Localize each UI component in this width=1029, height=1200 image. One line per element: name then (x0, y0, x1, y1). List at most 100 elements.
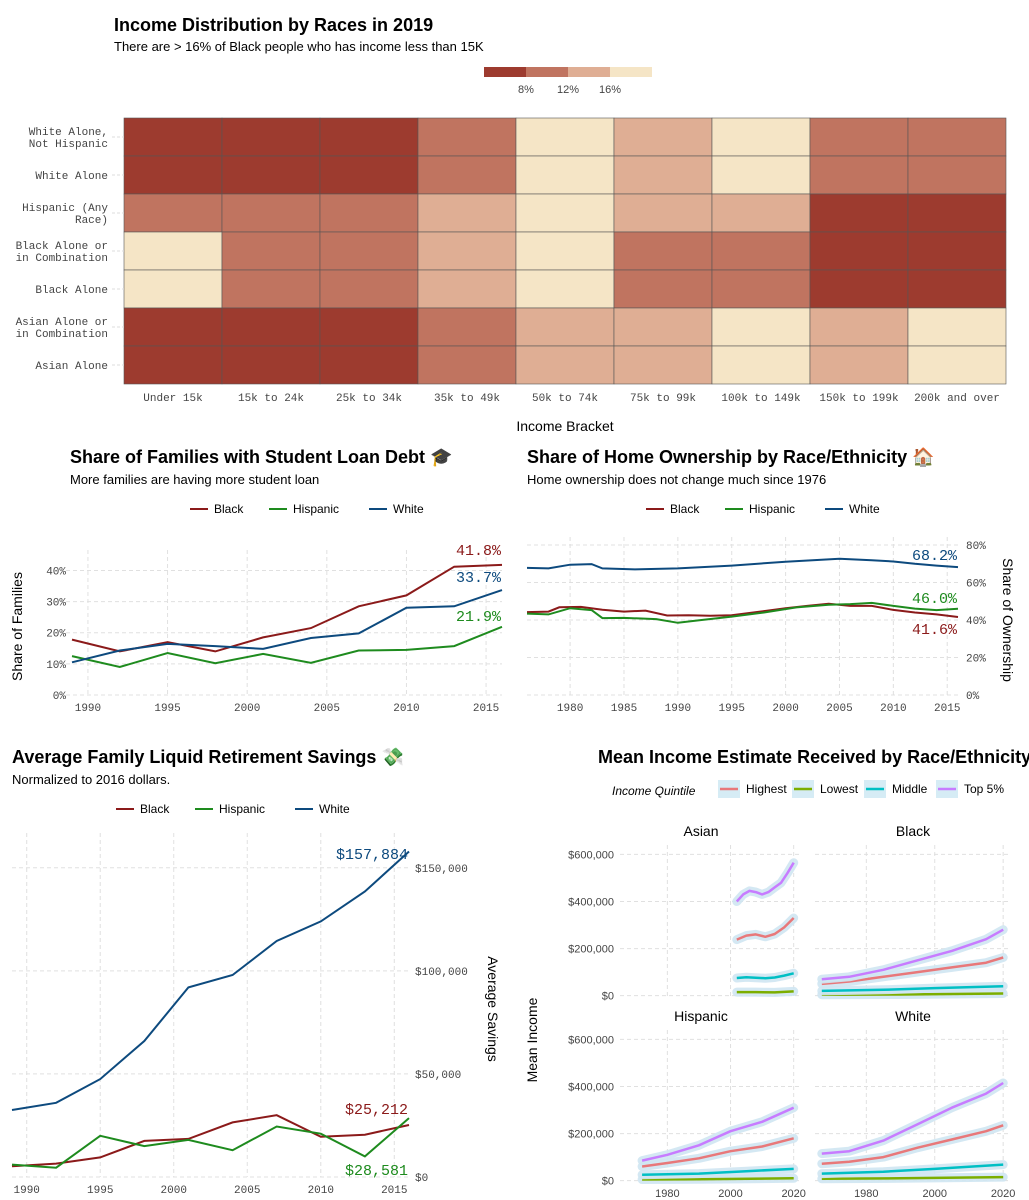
home-ownership-chart-legend: Black Hispanic White (646, 502, 880, 516)
heatmap-cell (123, 269, 223, 309)
heatmap-cell (319, 117, 419, 157)
heatmap-cell (613, 193, 713, 233)
heatmap-cell (907, 231, 1007, 271)
heatmap-cell (515, 193, 615, 233)
heatmap-cell (221, 345, 321, 385)
heatmap-cell (221, 117, 321, 157)
y-tick-label: 40% (46, 566, 66, 578)
heatmap-cell (221, 307, 321, 347)
heatmap-cell (417, 193, 517, 233)
x-tick-label: 2000 (161, 1185, 187, 1197)
x-tick-label: 1985 (611, 703, 637, 715)
retirement-savings-chart-title: Average Family Liquid Retirement Savings… (12, 747, 404, 767)
x-tick-label: 2000 (772, 703, 798, 715)
student-loan-chart: Share of Families with Student Loan Debt… (9, 447, 503, 715)
heatmap-legend-swatch (484, 67, 526, 77)
heatmap-cell (907, 193, 1007, 233)
heatmap-row-label: Race) (75, 215, 108, 227)
heatmap-cell (613, 231, 713, 271)
heatmap-cell (123, 345, 223, 385)
x-tick-label: 1995 (154, 703, 180, 715)
x-tick-label: 2005 (314, 703, 340, 715)
mean-income-legend-title: Income Quintile (612, 784, 696, 798)
facet-white: White 1980 2000 2020 (815, 1008, 1015, 1200)
legend-label-hispanic: Hispanic (293, 502, 339, 516)
heatmap-row-label: Asian Alone (35, 361, 108, 373)
y-tick-label: 80% (966, 541, 986, 553)
end-label-black: 41.8% (456, 543, 502, 560)
legend-label-lowest: Lowest (820, 782, 859, 796)
heatmap-cell (221, 231, 321, 271)
series-line-black (526, 602, 959, 618)
heatmap-cell (711, 269, 811, 309)
heatmap-cell (515, 307, 615, 347)
end-label-white: 33.7% (456, 570, 502, 587)
mean-income-y-axis-title: Mean Income (524, 997, 540, 1082)
student-loan-chart-y-axis-title: Share of Families (9, 572, 25, 681)
heatmap-cell (613, 269, 713, 309)
series-line-highest (641, 1137, 795, 1168)
heatmap-row-label: Hispanic (Any (22, 203, 108, 215)
end-label-black: 41.6% (912, 622, 958, 639)
series-line-white (526, 557, 959, 571)
heatmap-cell (809, 155, 909, 195)
heatmap-row-label: in Combination (16, 329, 108, 341)
x-tick-label: 2015 (381, 1185, 407, 1197)
x-tick-label: 1990 (665, 703, 691, 715)
heatmap-cell (417, 155, 517, 195)
heatmap-cell (515, 117, 615, 157)
end-label-white: 68.2% (912, 548, 958, 565)
heatmap-column-label: 35k to 49k (434, 393, 500, 405)
heatmap-row-label: in Combination (16, 253, 108, 265)
series-line-top-5 (821, 928, 1004, 981)
heatmap-cell (221, 155, 321, 195)
series-line-white (11, 850, 410, 1111)
series-line-white (71, 589, 503, 664)
heatmap-chart: Income Distribution by Races in 2019 Ther… (16, 15, 1007, 434)
heatmap-cell (123, 193, 223, 233)
end-label-white: $157,884 (336, 847, 408, 864)
y-tick-label: 0% (966, 691, 980, 703)
heatmap-cell (613, 307, 713, 347)
series-line-lowest (821, 1175, 1004, 1181)
series-line-lowest (642, 1177, 794, 1181)
series-line-top-5 (735, 862, 795, 903)
home-ownership-chart-y-axis-title: Share of Ownership (1000, 558, 1016, 682)
series-line-middle (736, 972, 794, 980)
heatmap-cell (221, 269, 321, 309)
heatmap-title: Income Distribution by Races in 2019 (114, 15, 433, 35)
heatmap-cell (123, 231, 223, 271)
y-tick-label: $200,000 (568, 944, 614, 956)
heatmap-cell (319, 307, 419, 347)
heatmap-cell (319, 193, 419, 233)
legend-label-middle: Middle (892, 782, 928, 796)
heatmap-legend-label: 12% (557, 84, 579, 96)
heatmap-column-label: 100k to 149k (721, 393, 801, 405)
y-tick-label: 60% (966, 579, 986, 591)
facet-black: Black (815, 823, 1010, 1000)
y-tick-label: 20% (966, 654, 986, 666)
heatmap-cell (515, 345, 615, 385)
heatmap-row-label: White Alone (35, 171, 108, 183)
heatmap-cell (613, 345, 713, 385)
heatmap-subtitle: There are > 16% of Black people who has … (114, 39, 484, 54)
series-line-hispanic (71, 625, 503, 669)
heatmap-column-label: 200k and over (914, 393, 1000, 405)
legend-label-white: White (393, 502, 424, 516)
heatmap-column-label: 75k to 99k (630, 393, 696, 405)
y-tick-label: $400,000 (568, 896, 614, 908)
heatmap-cell (809, 117, 909, 157)
series-line-black (71, 563, 503, 653)
home-ownership-chart-title: Share of Home Ownership by Race/Ethnicit… (527, 447, 935, 467)
heatmap-cell (809, 269, 909, 309)
heatmap-cell (809, 193, 909, 233)
heatmap-cell (907, 155, 1007, 195)
heatmap-cell (319, 231, 419, 271)
x-tick-label: 2015 (934, 703, 960, 715)
series-line-middle (821, 984, 1004, 993)
mean-income-title: Mean Income Estimate Received by Race/Et… (598, 747, 1029, 767)
heatmap-column-label: 150k to 199k (819, 393, 899, 405)
x-tick-label: 1995 (87, 1185, 113, 1197)
x-tick-label: 1980 (655, 1188, 679, 1200)
heatmap-column-label: 25k to 34k (336, 393, 402, 405)
